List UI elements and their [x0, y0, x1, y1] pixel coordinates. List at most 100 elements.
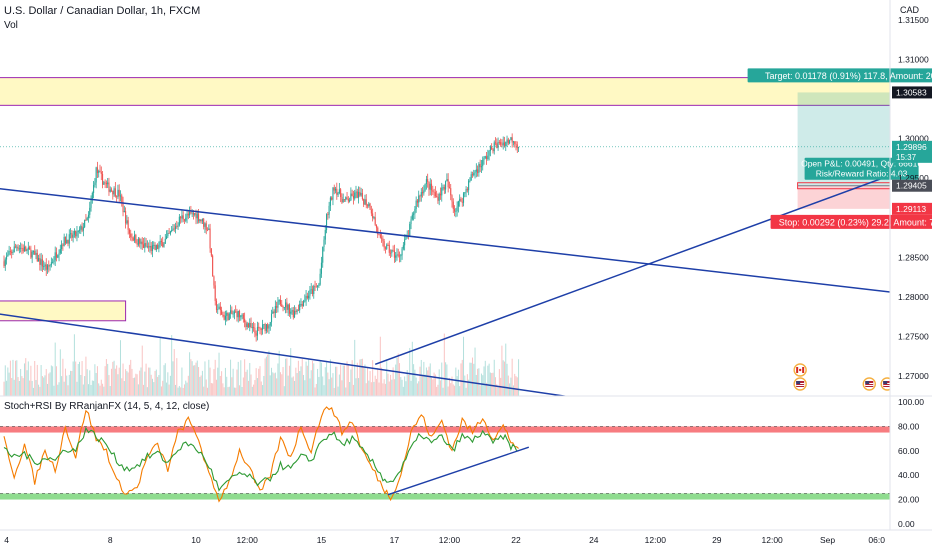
candle-body [397, 254, 399, 256]
indicator-name: Stoch+RSI By RRanjanFX (14, 5, 4, 12, cl… [4, 401, 210, 412]
indicator-trendline [387, 446, 530, 496]
candle-body [502, 142, 504, 146]
volume-bar [285, 358, 287, 396]
candle-body [452, 201, 454, 210]
volume-bar [35, 380, 37, 396]
volume-bar [295, 367, 297, 396]
candle-body [359, 191, 361, 196]
candle-body [276, 306, 278, 308]
us-event-icon[interactable] [793, 377, 807, 391]
volume-bar [384, 383, 386, 396]
candle-body [40, 259, 42, 265]
svg-text:1.29113: 1.29113 [896, 204, 926, 214]
volume-bar [422, 374, 424, 396]
volume-bar [237, 361, 239, 396]
volume-bar [373, 381, 375, 396]
candle-body [459, 198, 461, 202]
candle-body [98, 170, 100, 173]
volume-bar [153, 382, 155, 396]
volume-bar [79, 361, 81, 396]
time-tick-label: 12:00 [645, 535, 667, 545]
volume-bar [487, 365, 489, 396]
volume-bar [59, 349, 61, 396]
candle-body [411, 214, 413, 220]
us-event-icon[interactable] [880, 377, 893, 391]
volume-bar [200, 375, 202, 396]
volume-bar [477, 368, 479, 396]
ca-event-icon[interactable] [793, 363, 807, 377]
candle-body [159, 240, 161, 245]
candle-body [61, 244, 63, 250]
volume-bar [207, 387, 209, 396]
price-axis-label: 1.29113 [892, 202, 932, 215]
candle-body [268, 325, 270, 329]
volume-bar [375, 378, 377, 396]
candle-body [262, 324, 264, 330]
candle-body [93, 184, 95, 193]
candle-body [75, 230, 77, 237]
volume-bar [283, 386, 285, 396]
candle-body [236, 311, 238, 318]
trendlines-layer [0, 146, 890, 396]
candle-body [487, 155, 489, 160]
candle-body [392, 249, 394, 251]
volume-bar [360, 359, 362, 396]
volume-bar [347, 364, 349, 396]
candle-body [455, 210, 457, 212]
volume-bar [41, 376, 43, 396]
price-tick-label: 1.28500 [898, 252, 929, 262]
volume-bar [172, 361, 174, 396]
volume-bar [294, 380, 296, 396]
candle-body [48, 265, 50, 267]
candle-body [279, 299, 282, 305]
volume-bar [230, 359, 232, 396]
volume-bar [236, 369, 238, 396]
candle-body [430, 183, 433, 191]
volume-bar [501, 345, 503, 396]
candle-body [317, 286, 319, 287]
volume-bar [151, 378, 153, 396]
volume-bar [382, 383, 384, 396]
volume-bar [196, 360, 198, 396]
candle-body [462, 193, 465, 203]
volume-bar [322, 376, 324, 396]
candle-body [445, 181, 447, 190]
volume-bar [224, 367, 226, 396]
candle-body [185, 217, 187, 221]
candle-body [125, 211, 127, 224]
candle-body [291, 310, 293, 312]
candle-body [210, 248, 212, 256]
us-event-icon[interactable] [862, 377, 876, 391]
candle-body [121, 195, 123, 203]
volume-bar [279, 372, 281, 396]
candle-body [204, 223, 206, 227]
candle-body [352, 195, 354, 199]
volume-bar [132, 377, 134, 396]
volume-bar [420, 359, 422, 396]
candle-body [112, 190, 114, 195]
volume-bar [171, 335, 173, 396]
candle-body [86, 217, 88, 220]
candle-body [405, 236, 407, 240]
candle-body [480, 166, 482, 168]
volume-bar [379, 336, 381, 396]
volume-bar [393, 379, 395, 396]
volume-bar [173, 349, 175, 396]
volume-bar [160, 386, 162, 396]
volume-bar [515, 376, 517, 396]
volume-bar [70, 370, 72, 396]
volume-bar [100, 379, 102, 396]
candle-body [505, 141, 507, 146]
candle-body [85, 219, 87, 221]
candle-body [422, 192, 424, 194]
candle-body [182, 215, 184, 220]
volume-bar [256, 378, 258, 396]
volume-bar [303, 374, 305, 396]
volume-bar [154, 370, 156, 396]
candle-body [267, 324, 269, 329]
volume-bar [254, 380, 256, 396]
candle-body [127, 220, 129, 230]
candle-body [194, 213, 196, 215]
candle-body [67, 239, 69, 244]
